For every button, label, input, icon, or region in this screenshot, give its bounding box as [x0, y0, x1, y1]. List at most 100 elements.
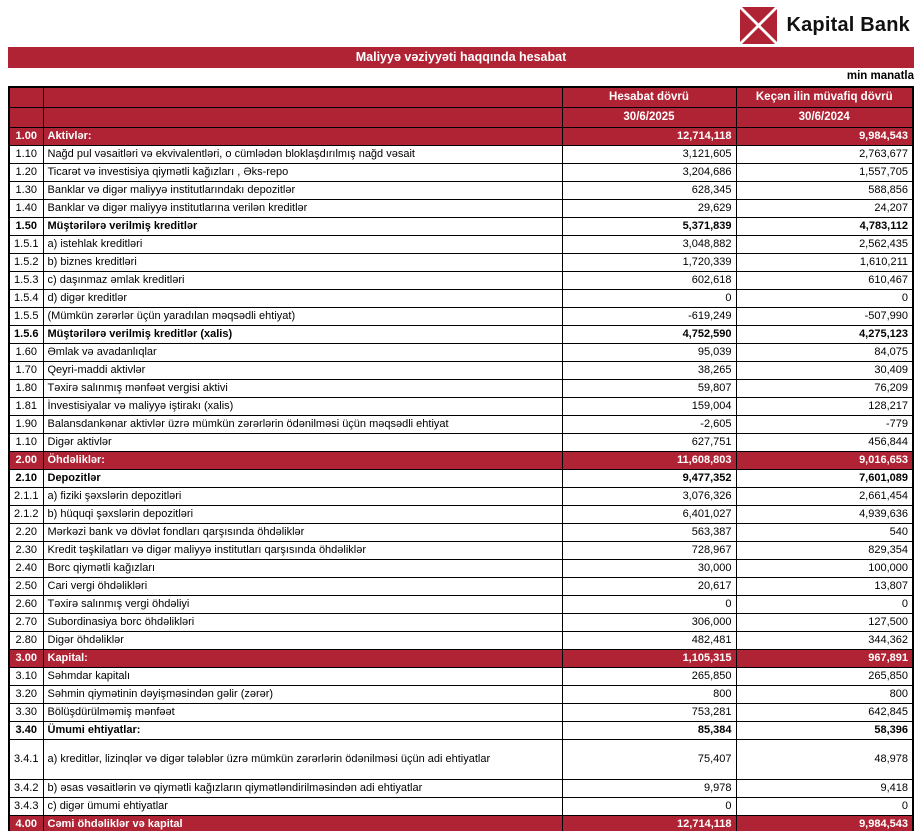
row-code: 2.80 — [8, 630, 44, 650]
row-current-value: 30,000 — [561, 558, 737, 578]
table-row: 2.20 Mərkəzi bank və dövlət fondları qar… — [8, 522, 914, 542]
row-label: Qeyri-maddi aktivlər — [42, 360, 563, 380]
row-label: a) istehlak kreditləri — [42, 234, 563, 254]
row-current-value: 75,407 — [561, 738, 737, 780]
row-current-value: 4,752,590 — [561, 324, 737, 344]
row-code: 2.70 — [8, 612, 44, 632]
table-row: 1.60 Əmlak və avadanlıqlar 95,039 84,075 — [8, 342, 914, 362]
row-prior-value: 4,275,123 — [735, 324, 914, 344]
row-prior-value: 58,396 — [735, 720, 914, 740]
table-row: 1.30 Banklar və digər maliyyə institutla… — [8, 180, 914, 200]
row-current-value: 9,978 — [561, 778, 737, 798]
row-prior-value: 2,562,435 — [735, 234, 914, 254]
row-code: 1.40 — [8, 198, 44, 218]
row-current-value: 85,384 — [561, 720, 737, 740]
row-prior-value: 642,845 — [735, 702, 914, 722]
row-code: 4.00 — [8, 814, 44, 831]
row-code: 1.5.3 — [8, 270, 44, 290]
row-current-value: 3,121,605 — [561, 144, 737, 164]
row-label: Müştərilərə verilmiş kreditlər — [42, 216, 563, 236]
table-row: 3.30 Bölüşdürülməmiş mənfəət 753,281 642… — [8, 702, 914, 722]
row-current-value: 95,039 — [561, 342, 737, 362]
row-label: Bölüşdürülməmiş mənfəət — [42, 702, 563, 722]
row-label: b) hüquqi şəxslərin depozitləri — [42, 504, 563, 524]
row-current-value: -619,249 — [561, 306, 737, 326]
row-prior-value: 127,500 — [735, 612, 914, 632]
row-prior-value: 588,856 — [735, 180, 914, 200]
table-row: 2.1.2 b) hüquqi şəxslərin depozitləri 6,… — [8, 504, 914, 524]
row-current-value: 3,204,686 — [561, 162, 737, 182]
row-prior-value: 9,984,543 — [735, 814, 914, 831]
row-code: 3.4.3 — [8, 796, 44, 816]
row-label: Borc qiymətli kağızları — [42, 558, 563, 578]
row-label: Subordinasiya borc öhdəlikləri — [42, 612, 563, 632]
row-label: Mərkəzi bank və dövlət fondları qarşısın… — [42, 522, 563, 542]
row-prior-value: 540 — [735, 522, 914, 542]
row-label: Müştərilərə verilmiş kreditlər (xalis) — [42, 324, 563, 344]
row-label: Balansdankənar aktivlər üzrə mümkün zərə… — [42, 414, 563, 434]
row-current-value: 5,371,839 — [561, 216, 737, 236]
table-row: 2.80 Digər öhdəliklər 482,481 344,362 — [8, 630, 914, 650]
row-current-value: 11,608,803 — [561, 450, 737, 470]
row-current-value: 753,281 — [561, 702, 737, 722]
row-label: d) digər kreditlər — [42, 288, 563, 308]
row-prior-value: 9,418 — [735, 778, 914, 798]
row-label: Öhdəliklər: — [42, 450, 563, 470]
row-prior-value: 30,409 — [735, 360, 914, 380]
row-current-value: 159,004 — [561, 396, 737, 416]
table-row: 1.00 Aktivlər: 12,714,118 9,984,543 — [8, 126, 914, 146]
header-desc-cell — [42, 106, 563, 128]
row-code: 1.60 — [8, 342, 44, 362]
row-code: 2.40 — [8, 558, 44, 578]
row-label: Cəmi öhdəliklər və kapital — [42, 814, 563, 831]
row-current-value: 563,387 — [561, 522, 737, 542]
row-label: Digər öhdəliklər — [42, 630, 563, 650]
header-code-cell — [8, 86, 44, 108]
row-label: b) biznes kreditləri — [42, 252, 563, 272]
table-row: 1.90 Balansdankənar aktivlər üzrə mümkün… — [8, 414, 914, 434]
row-code: 1.5.5 — [8, 306, 44, 326]
period-date-row: 30/6/2025 30/6/2024 — [8, 106, 914, 128]
row-code: 1.10 — [8, 144, 44, 164]
row-code: 1.90 — [8, 414, 44, 434]
row-code: 1.80 — [8, 378, 44, 398]
row-label: c) daşınmaz əmlak kreditləri — [42, 270, 563, 290]
table-row: 1.5.4 d) digər kreditlər 0 0 — [8, 288, 914, 308]
row-prior-value: 0 — [735, 594, 914, 614]
row-label: (Mümkün zərərlər üçün yaradılan məqsədli… — [42, 306, 563, 326]
row-prior-value: 456,844 — [735, 432, 914, 452]
row-current-value: 0 — [561, 796, 737, 816]
row-code: 3.20 — [8, 684, 44, 704]
table-row: 3.4.2 b) əsas vəsaitlərin və qiymətli ka… — [8, 778, 914, 798]
row-label: Ümumi ehtiyatlar: — [42, 720, 563, 740]
kapital-bank-logo: Kapital Bank — [740, 6, 910, 44]
row-prior-value: 84,075 — [735, 342, 914, 362]
row-code: 2.1.2 — [8, 504, 44, 524]
row-code: 2.20 — [8, 522, 44, 542]
row-current-value: 3,048,882 — [561, 234, 737, 254]
row-label: Banklar və digər maliyyə institutlarına … — [42, 198, 563, 218]
row-current-value: 306,000 — [561, 612, 737, 632]
table-row: 1.50 Müştərilərə verilmiş kreditlər 5,37… — [8, 216, 914, 236]
row-code: 2.50 — [8, 576, 44, 596]
table-row: 1.10 Digər aktivlər 627,751 456,844 — [8, 432, 914, 452]
report-title: Maliyyə vəziyyəti haqqında hesabat — [355, 50, 567, 64]
row-code: 1.00 — [8, 126, 44, 146]
current-period-header: Hesabat dövrü — [561, 86, 737, 108]
row-prior-value: 48,978 — [735, 738, 914, 780]
table-row: 2.70 Subordinasiya borc öhdəlikləri 306,… — [8, 612, 914, 632]
row-prior-value: 0 — [735, 796, 914, 816]
header: Kapital Bank — [8, 4, 914, 46]
table-row: 1.5.3 c) daşınmaz əmlak kreditləri 602,6… — [8, 270, 914, 290]
row-label: Təxirə salınmış vergi öhdəliyi — [42, 594, 563, 614]
row-prior-value: 4,939,636 — [735, 504, 914, 524]
row-label: Aktivlər: — [42, 126, 563, 146]
row-code: 2.00 — [8, 450, 44, 470]
table-row: 2.40 Borc qiymətli kağızları 30,000 100,… — [8, 558, 914, 578]
row-prior-value: 265,850 — [735, 666, 914, 686]
row-prior-value: 610,467 — [735, 270, 914, 290]
current-period-date: 30/6/2025 — [561, 106, 737, 128]
table-row: 3.00 Kapital: 1,105,315 967,891 — [8, 648, 914, 668]
period-label-row: Hesabat dövrü Keçən ilin müvafiq dövrü — [8, 86, 914, 108]
row-label: İnvestisiyalar və maliyyə iştirakı (xali… — [42, 396, 563, 416]
